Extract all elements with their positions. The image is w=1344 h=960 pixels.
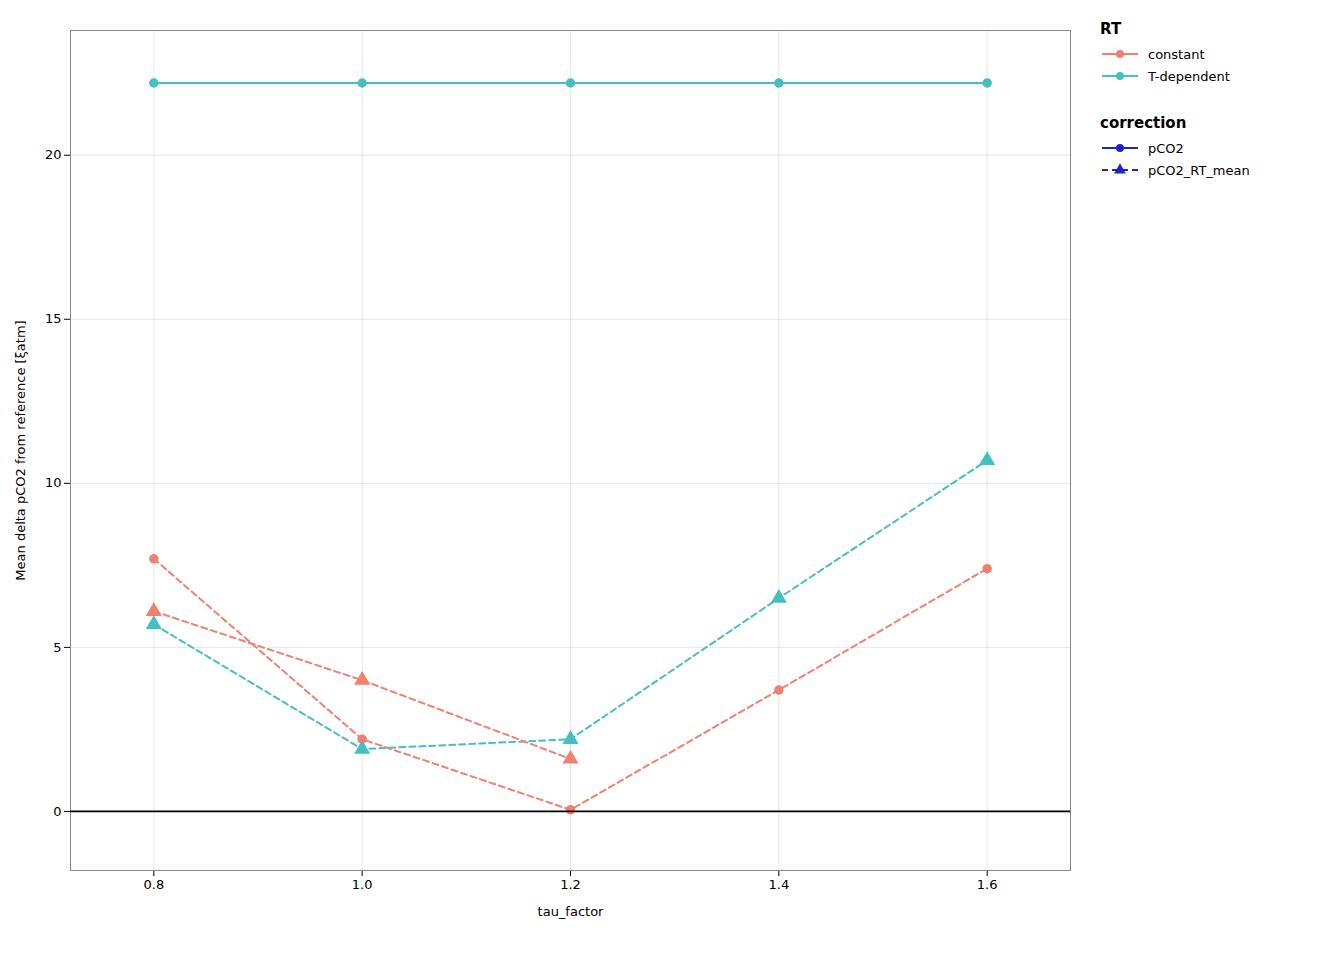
svg-text:0.8: 0.8 — [143, 877, 164, 892]
svg-text:tau_factor: tau_factor — [538, 904, 605, 919]
html-text:T-dependent: T-dependent — [1148, 68, 1230, 84]
svg-text:10: 10 — [45, 475, 62, 490]
svg-text:1.0: 1.0 — [352, 877, 373, 892]
svg-text:Mean delta pCO2 from reference: Mean delta pCO2 from reference [ξatm] — [13, 320, 28, 580]
html-text:pCO2_RT_mean: pCO2_RT_mean — [1148, 162, 1250, 178]
svg-text:1.2: 1.2 — [560, 877, 581, 892]
html-text:pCO2: pCO2 — [1148, 140, 1184, 156]
svg-text:1.6: 1.6 — [977, 877, 998, 892]
svg-text:1.4: 1.4 — [768, 877, 789, 892]
html-text:constant: constant — [1148, 46, 1205, 62]
svg-text:5: 5 — [53, 640, 61, 655]
html-text:correction: correction — [1100, 114, 1187, 132]
svg-text:0: 0 — [53, 804, 61, 819]
html-text:RT: RT — [1100, 20, 1122, 38]
svg-text:15: 15 — [45, 311, 62, 326]
svg-text:20: 20 — [45, 147, 62, 162]
